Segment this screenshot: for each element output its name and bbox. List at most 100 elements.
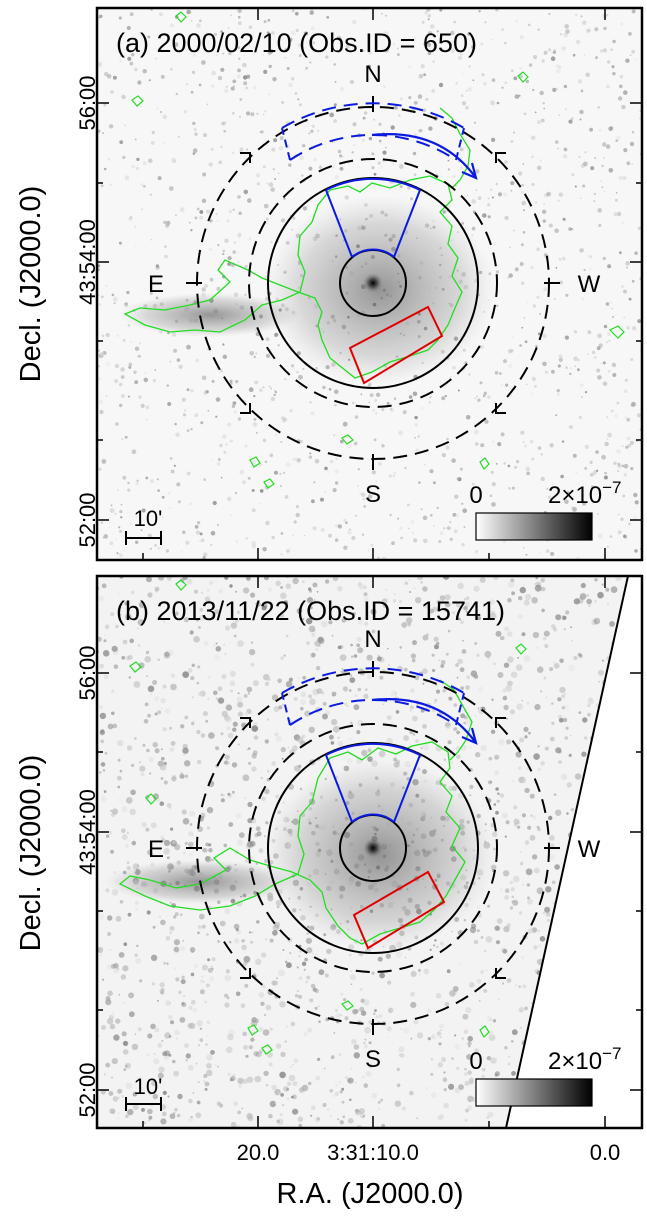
noise-speck <box>163 220 167 224</box>
noise-speck <box>147 1053 150 1057</box>
compass-w: W <box>578 271 601 298</box>
noise-speck <box>199 691 202 695</box>
noise-speck <box>110 849 114 854</box>
noise-speck <box>467 87 473 92</box>
noise-speck <box>218 588 224 594</box>
noise-speck <box>100 739 105 744</box>
noise-speck <box>463 598 467 601</box>
noise-speck <box>578 654 583 659</box>
noise-speck <box>186 578 193 585</box>
noise-speck <box>488 756 493 761</box>
noise-speck <box>301 961 307 966</box>
noise-speck <box>209 976 215 982</box>
noise-speck <box>316 688 323 694</box>
noise-speck <box>129 522 132 526</box>
noise-speck <box>246 686 253 693</box>
noise-speck <box>117 1088 123 1094</box>
scalebar <box>125 1097 162 1111</box>
noise-speck <box>434 698 438 702</box>
noise-speck <box>167 649 174 656</box>
noise-speck <box>357 647 364 654</box>
noise-speck <box>511 335 514 338</box>
noise-speck <box>342 156 344 158</box>
noise-speck <box>288 163 292 167</box>
noise-speck <box>524 1006 528 1011</box>
noise-speck <box>432 60 435 63</box>
noise-speck <box>260 1001 265 1006</box>
noise-speck <box>202 847 208 853</box>
noise-speck <box>288 677 293 682</box>
noise-speck <box>233 634 237 638</box>
noise-speck <box>193 636 200 643</box>
noise-speck <box>157 710 162 715</box>
noise-speck <box>433 636 439 642</box>
noise-speck <box>453 727 458 731</box>
noise-speck <box>190 19 193 22</box>
noise-speck <box>523 112 527 116</box>
noise-speck <box>378 462 382 466</box>
noise-speck <box>518 985 521 988</box>
noise-speck <box>300 691 307 698</box>
noise-speck <box>602 256 606 261</box>
noise-speck <box>604 471 607 475</box>
noise-speck <box>412 391 418 397</box>
noise-speck <box>194 216 198 220</box>
noise-speck <box>350 643 353 647</box>
noise-speck <box>504 41 507 45</box>
noise-speck <box>183 413 186 417</box>
noise-speck <box>290 77 295 81</box>
noise-speck <box>149 291 153 295</box>
noise-speck <box>388 1006 395 1013</box>
noise-speck <box>415 739 419 743</box>
noise-speck <box>332 165 335 169</box>
noise-speck <box>522 984 527 989</box>
noise-speck <box>269 938 274 943</box>
noise-speck <box>496 304 499 307</box>
noise-speck <box>337 645 342 650</box>
noise-speck <box>165 223 170 228</box>
noise-speck <box>252 750 258 756</box>
noise-speck <box>101 459 107 464</box>
noise-speck <box>188 1098 193 1104</box>
noise-speck <box>533 867 540 874</box>
noise-speck <box>312 41 315 45</box>
noise-speck <box>469 982 475 988</box>
noise-speck <box>123 1040 129 1047</box>
noise-speck <box>583 268 586 272</box>
noise-speck <box>166 914 169 917</box>
noise-speck <box>542 636 547 641</box>
noise-speck <box>621 104 626 110</box>
noise-speck <box>274 1088 281 1096</box>
noise-speck <box>537 120 542 125</box>
noise-speck <box>284 1040 287 1043</box>
noise-speck <box>272 930 278 936</box>
noise-speck <box>202 980 205 983</box>
noise-speck <box>395 951 403 958</box>
noise-speck <box>292 1108 299 1115</box>
noise-speck <box>243 189 249 195</box>
noise-speck <box>275 580 281 586</box>
noise-speck <box>169 747 175 752</box>
noise-speck <box>543 287 548 292</box>
noise-speck <box>253 417 257 421</box>
noise-speck <box>573 330 578 334</box>
noise-speck <box>118 553 123 558</box>
noise-speck <box>334 175 339 180</box>
noise-speck <box>445 652 449 656</box>
noise-speck <box>496 101 500 105</box>
noise-speck <box>491 137 496 142</box>
noise-speck <box>200 733 206 738</box>
noise-speck <box>118 605 122 608</box>
noise-speck <box>461 502 464 505</box>
noise-speck <box>167 402 172 406</box>
noise-speck <box>451 1057 454 1060</box>
noise-speck <box>155 264 160 268</box>
noise-speck <box>435 992 442 999</box>
noise-speck <box>179 1017 186 1023</box>
noise-speck <box>179 207 185 213</box>
noise-speck <box>98 399 104 405</box>
noise-speck <box>461 649 467 654</box>
noise-speck <box>444 601 451 608</box>
noise-speck <box>455 513 460 518</box>
noise-speck <box>160 777 164 780</box>
